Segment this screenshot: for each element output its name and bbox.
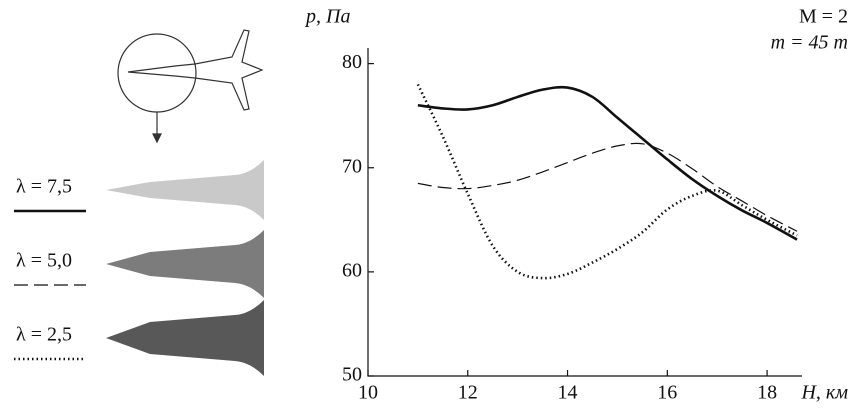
x-tick-label: 14	[558, 382, 578, 404]
y-tick-label: 60	[342, 259, 362, 281]
y-tick-label: 80	[342, 51, 362, 73]
data-line	[418, 87, 797, 239]
x-tick-label: 12	[458, 382, 478, 404]
nozzle-shape	[106, 300, 264, 376]
y-axis-label: p, Па	[304, 6, 350, 28]
annotation: M = 2	[799, 6, 848, 28]
x-tick-label: 16	[657, 382, 677, 404]
legend-label: λ = 2,5	[16, 324, 72, 346]
legend-label: λ = 7,5	[16, 176, 72, 198]
y-tick-label: 70	[342, 155, 362, 177]
nozzle-shape	[106, 160, 264, 220]
aircraft-icon	[118, 30, 262, 142]
nozzle-shape	[106, 230, 264, 298]
annotation: m = 45 т	[771, 32, 848, 54]
data-line	[418, 143, 797, 231]
data-line	[418, 84, 797, 278]
axis	[368, 48, 802, 376]
x-tick-label: 18	[757, 382, 777, 404]
x-axis-label: H, км	[800, 382, 848, 404]
x-tick-label: 10	[358, 382, 378, 404]
figure: p, Па H, км M = 2 m = 45 т 5060708010121…	[0, 0, 866, 408]
legend-label: λ = 5,0	[16, 250, 72, 272]
